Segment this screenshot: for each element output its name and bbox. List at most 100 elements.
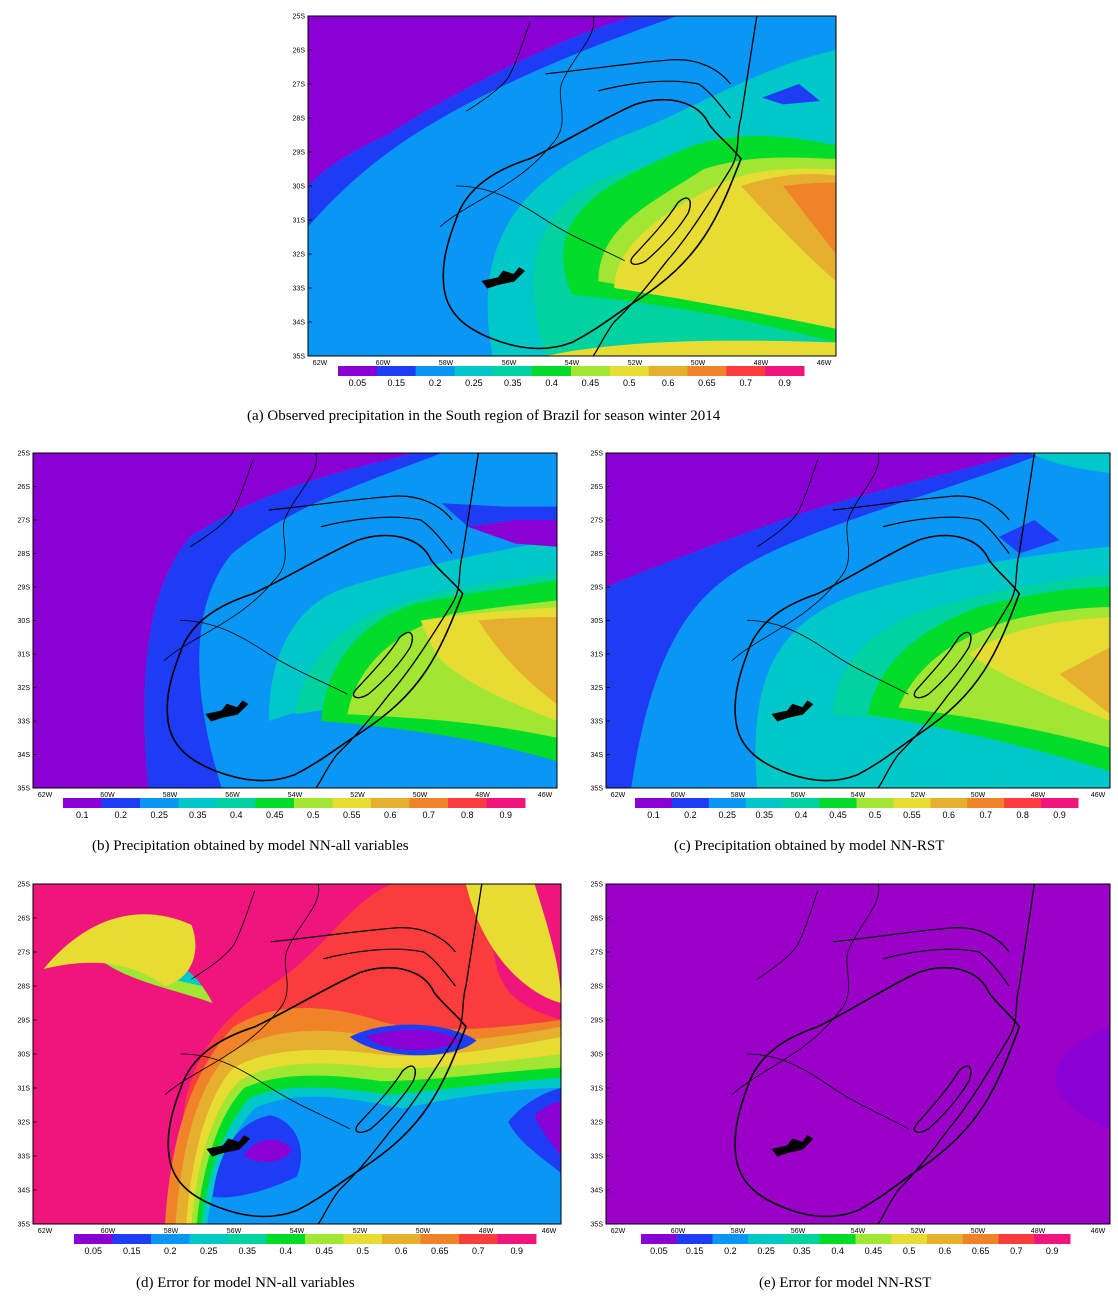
lon-tick-label: 46W [1091,1228,1106,1235]
lat-tick-label: 25S [293,14,306,21]
lon-tick-label: 50W [971,792,986,799]
colorbar-swatch [415,366,455,376]
lon-tick-label: 52W [353,1228,368,1235]
state-rio-grande-do-sul [735,968,1019,1217]
lon-tick-label: 62W [38,1228,53,1235]
lon-tick-label: 54W [851,792,866,799]
coastline [593,16,757,356]
colorbar-label: 0.5 [356,1246,369,1256]
contour-region [43,914,196,986]
contour-region [999,520,1060,554]
state-rio-grande-do-sul [167,536,462,781]
contour-region [144,453,442,788]
lon-tick-label: 50W [413,792,428,799]
contour-region [1059,647,1110,715]
lat-tick-label: 35S [293,354,306,361]
lat-tick-label: 25S [591,451,604,458]
lat-tick-label: 34S [293,320,306,327]
colorbar-label: 0.35 [238,1246,256,1256]
lat-tick-label: 31S [18,652,31,659]
lat-tick-label: 28S [293,116,306,123]
lon-tick-label: 56W [227,1228,242,1235]
contour-region [441,503,557,527]
colorbar-label: 0.15 [387,378,405,388]
lagoa-dos-patos [914,632,971,697]
colorbar-label: 0.5 [307,810,320,820]
colorbar-label: 0.45 [582,378,600,388]
colorbar-label: 0.2 [429,378,442,388]
lon-tick-label: 50W [971,1228,986,1235]
contour-fields [308,16,836,356]
lat-tick-label: 32S [591,1120,604,1127]
lon-tick-label: 56W [791,1228,806,1235]
colorbar-label: 0.25 [719,810,737,820]
colorbar-swatch [609,366,650,376]
colorbar-label: 0.25 [465,378,483,388]
colorbar-label: 0.05 [650,1246,668,1256]
contour-region [365,1029,461,1051]
lat-tick-label: 26S [18,916,31,923]
colorbar-swatch [726,366,766,376]
lon-tick-label: 60W [101,1228,116,1235]
colorbar-swatch [294,798,333,808]
colorbar-swatch [712,1234,749,1244]
colorbar-swatch [930,798,968,808]
colorbar-swatch [332,798,372,808]
colorbar-swatch [338,366,378,376]
lat-tick-label: 34S [591,1188,604,1195]
state-border [883,517,1009,553]
map-e: 25S 26S 27S 28S 29S 30S 31S 32S 33S 34S 35S 62W 60W 5… [580,876,1118,1248]
lat-tick-label: 32S [18,685,31,692]
lat-tick-label: 34S [18,752,31,759]
colorbar-label: 0.25 [757,1246,775,1256]
colorbar-label: 0.9 [778,378,791,388]
map-b: 25S 26S 27S 28S 29S 30S 31S 32S 33S 34S 35S 62W 60W 5… [2,446,567,812]
lat-tick-label: 35S [18,786,31,793]
colorbar-label: 0.6 [939,1246,952,1256]
lat-tick-label: 33S [18,719,31,726]
colorbar-label: 0.7 [1010,1246,1023,1256]
colorbar-label: 0.35 [504,378,522,388]
lon-tick-label: 62W [611,792,626,799]
state-border [271,928,456,952]
map-c: 25S 26S 27S 28S 29S 30S 31S 32S 33S 34S 35S 62W 60W 5… [580,446,1118,812]
colorbar-label: 0.15 [686,1246,704,1256]
lat-tick-label: 26S [591,484,604,491]
colorbar-swatch [228,1234,267,1244]
lon-tick-label: 48W [475,792,490,799]
colorbar-swatch [497,1234,537,1244]
lat-tick-label: 29S [18,585,31,592]
lon-tick-label: 46W [1091,792,1106,799]
lon-tick-label: 62W [38,792,53,799]
colorbar-swatch [448,798,487,808]
country-border [838,453,879,580]
lon-tick-label: 52W [628,360,643,367]
colorbar-label: 0.7 [739,378,752,388]
colorbar-label: 0.1 [647,810,660,820]
lat-tick-label: 27S [591,518,604,525]
lon-tick-label: 50W [691,360,706,367]
contour-region [465,884,561,1003]
lat-tick-label: 31S [18,1086,31,1093]
contour-region [783,182,836,254]
colorbar-swatch [305,1234,344,1244]
lagoa-dos-patos [631,198,690,264]
colorbar-label: 0.4 [230,810,243,820]
colorbar-label: 0.05 [349,378,367,388]
lat-tick-label: 27S [18,950,31,957]
colorbar-label: 0.5 [623,378,636,388]
colorbar-label: 0.45 [865,1246,883,1256]
lon-tick-label: 58W [731,792,746,799]
contour-fields [606,884,1110,1224]
colorbar-label: 0.6 [943,810,956,820]
caption-c: (c) Precipitation obtained by model NN-R… [674,838,945,854]
coastline [318,884,482,1224]
lake [772,701,812,721]
state-rio-grande-do-sul [735,536,1019,781]
colorbar-label: 0.65 [698,378,716,388]
colorbar-swatch [189,1234,229,1244]
colorbar-swatch [745,798,784,808]
state-border [269,496,452,520]
colorbar-label: 0.2 [164,1246,177,1256]
colorbar-swatch [641,1234,678,1244]
